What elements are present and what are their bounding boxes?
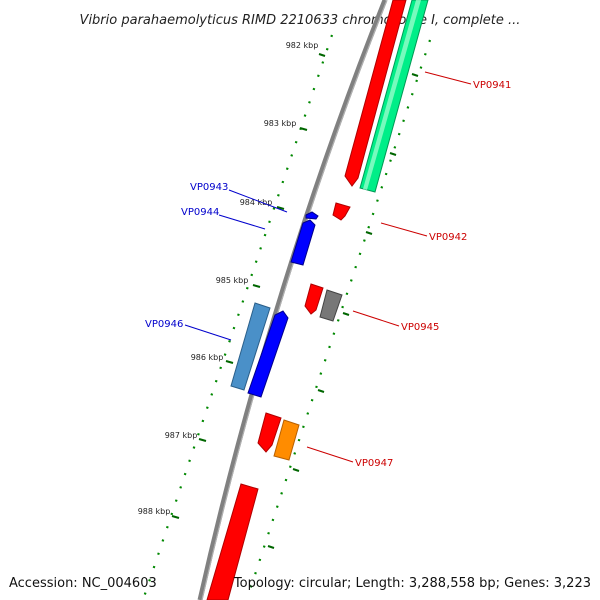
gene-features xyxy=(206,0,429,600)
gene-vp0945-feature[interactable] xyxy=(304,283,324,315)
tick-label-985: 985 kbp xyxy=(216,276,249,285)
gene-vp0943-feature[interactable] xyxy=(305,211,319,220)
topology-text: Topology: circular; Length: 3,288,558 bp… xyxy=(233,576,591,591)
gene-vp0941-feature[interactable] xyxy=(344,0,407,187)
accession-text: Accession: NC_004603 xyxy=(9,576,157,591)
tick-label-984: 984 kbp xyxy=(240,198,273,207)
tick-marks xyxy=(171,53,419,549)
other-feature-gray[interactable] xyxy=(319,289,343,322)
gene-label-vp0941[interactable]: VP0941 xyxy=(473,80,511,91)
tick-label-988: 988 kbp xyxy=(138,507,171,516)
tick-label-987: 987 kbp xyxy=(165,431,198,440)
gene-label-vp0945[interactable]: VP0945 xyxy=(401,322,439,333)
gene-label-vp0947[interactable]: VP0947 xyxy=(355,458,393,469)
label-leaders xyxy=(184,71,472,463)
red-cds-feature[interactable] xyxy=(257,412,282,453)
gene-label-vp0946[interactable]: VP0946 xyxy=(145,319,183,330)
blue-cds-feature[interactable] xyxy=(247,310,289,398)
gene-label-vp0942[interactable]: VP0942 xyxy=(429,232,467,243)
gene-label-vp0943[interactable]: VP0943 xyxy=(190,182,228,193)
gene-vp0944-feature[interactable] xyxy=(290,219,316,266)
gene-vp0947-feature[interactable] xyxy=(273,419,300,461)
gene-vp0946-feature[interactable] xyxy=(230,302,271,391)
chromosome-backbone xyxy=(197,0,388,600)
gene-label-vp0944[interactable]: VP0944 xyxy=(181,207,219,218)
red-cds-bottom-feature[interactable] xyxy=(206,483,259,600)
gene-vp0942-feature[interactable] xyxy=(332,202,351,221)
tick-label-986: 986 kbp xyxy=(191,353,224,362)
tick-label-982: 982 kbp xyxy=(286,41,319,50)
tick-label-983: 983 kbp xyxy=(264,119,297,128)
map-title: Vibrio parahaemolyticus RIMD 2210633 chr… xyxy=(80,13,521,28)
